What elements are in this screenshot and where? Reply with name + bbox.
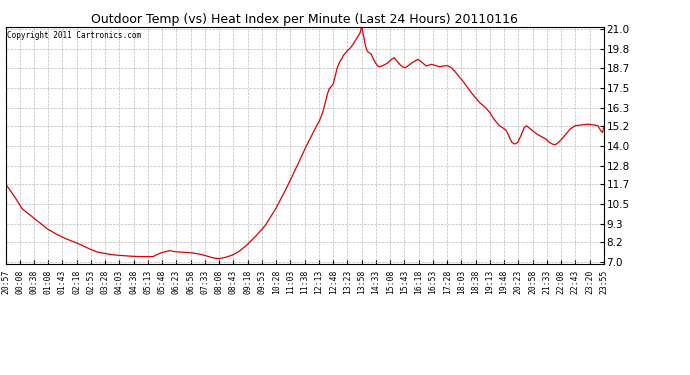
- Text: Copyright 2011 Cartronics.com: Copyright 2011 Cartronics.com: [8, 30, 141, 39]
- Title: Outdoor Temp (vs) Heat Index per Minute (Last 24 Hours) 20110116: Outdoor Temp (vs) Heat Index per Minute …: [91, 13, 518, 26]
